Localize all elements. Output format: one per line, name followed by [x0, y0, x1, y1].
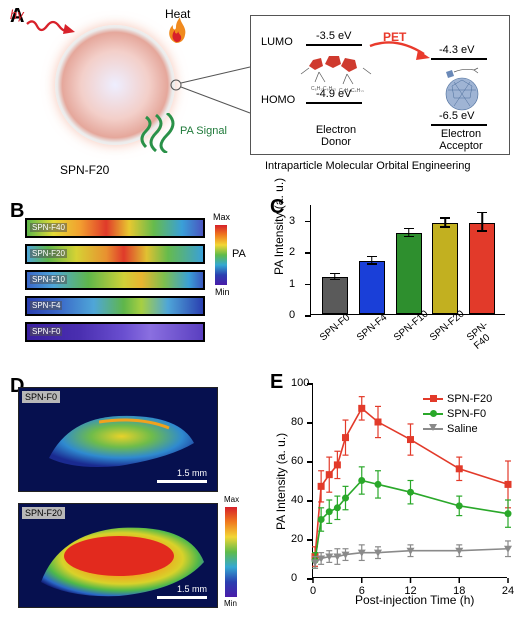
hv-label: hγ — [10, 7, 24, 22]
legend-item: SPN-F20 — [423, 393, 492, 405]
acceptor-label: Electron Acceptor — [431, 128, 491, 152]
panel-e-plot: 06121824 020406080100SPN-F20SPN-F0Saline — [312, 383, 507, 578]
pa-row: SPN-F0 — [25, 322, 205, 342]
panel-e-ylabel: PA Intensity (a. u.) — [274, 433, 288, 530]
pa-row-label: SPN-F40 — [30, 223, 67, 232]
svg-text:18: 18 — [453, 585, 465, 597]
pa-image-spnf20: SPN-F20 1.5 mm — [18, 503, 218, 608]
pa-row: SPN-F20 — [25, 244, 205, 264]
panel-a: A hγ Heat PA Signal LUMO HOMO -3.5 eV -4… — [10, 5, 513, 180]
heat-label: Heat — [165, 7, 190, 21]
pa-signal-label: PA Signal — [180, 125, 227, 137]
pa-row: SPN-F10 — [25, 270, 205, 290]
bar — [432, 223, 458, 314]
bar-xlabel: SPN-F4 — [355, 312, 389, 343]
callout-line-icon — [170, 65, 255, 115]
panel-a-caption: Intraparticle Molecular Orbital Engineer… — [265, 160, 470, 172]
svg-text:24: 24 — [502, 585, 514, 597]
svg-text:0: 0 — [310, 585, 316, 597]
cbar-min: Min — [224, 599, 237, 608]
cbar-label: PA — [232, 248, 246, 260]
acceptor-fullerene-icon — [434, 64, 489, 114]
pa-image-spnf0: SPN-F0 1.5 mm — [18, 387, 218, 492]
cbar-max: Max — [213, 212, 230, 222]
panel-e: E PA Intensity (a. u.) Post-injection Ti… — [270, 375, 515, 625]
panel-d: D SPN-F0 1.5 mm SPN-F20 1.5 mm Max Min — [10, 375, 260, 630]
pa-row: SPN-F40 — [25, 218, 205, 238]
panel-b-label: B — [10, 200, 24, 223]
pa-row-label: SPN-F4 — [30, 301, 62, 310]
pa-row-label: SPN-F10 — [30, 275, 67, 284]
acceptor-lumo-ev: -4.3 eV — [439, 44, 474, 56]
pa-row-label: SPN-F0 — [30, 327, 62, 336]
legend-item: Saline — [423, 423, 478, 435]
pa-row: SPN-F4 — [25, 296, 205, 316]
panel-b-colorbar — [215, 225, 227, 285]
panel-d-colorbar — [225, 507, 237, 597]
svg-text:12: 12 — [404, 585, 416, 597]
donor-lumo-ev: -3.5 eV — [316, 30, 351, 42]
panel-c-ylabel: PA Intensity (a. u.) — [272, 178, 286, 275]
panel-e-label: E — [270, 371, 283, 394]
svg-text:C₆H₁₃: C₆H₁₃ — [323, 86, 336, 92]
cbar-max: Max — [224, 495, 239, 504]
svg-text:6: 6 — [359, 585, 365, 597]
bar-xlabel: SPN-F0 — [318, 312, 352, 343]
nanoparticle-label: SPN-F20 — [60, 163, 109, 177]
bar-xlabel: SPN-F40 — [465, 309, 510, 351]
orbital-diagram: LUMO HOMO -3.5 eV -4.9 eV -4.3 eV -6.5 e… — [250, 15, 510, 155]
bar — [396, 233, 422, 314]
bar — [322, 277, 348, 314]
donor-label: Electron Donor — [306, 124, 366, 148]
legend-item: SPN-F0 — [423, 408, 486, 420]
panel-c: C PA Intensity (a. u.) 0123SPN-F0SPN-F4S… — [270, 200, 515, 350]
bar — [359, 261, 385, 314]
bar — [469, 223, 495, 314]
homo-label: HOMO — [261, 94, 295, 106]
pa-row-label: SPN-F20 — [30, 249, 67, 258]
panel-c-plot: 0123SPN-F0SPN-F4SPN-F10SPN-F20SPN-F40 — [310, 205, 505, 315]
panel-b: B SPN-F40SPN-F20SPN-F10SPN-F4SPN-F0 Max … — [10, 200, 260, 350]
svg-text:C₆H₁₃: C₆H₁₃ — [351, 88, 364, 92]
pet-label: PET — [383, 30, 406, 44]
lumo-label: LUMO — [261, 36, 293, 48]
cbar-min: Min — [215, 287, 230, 297]
